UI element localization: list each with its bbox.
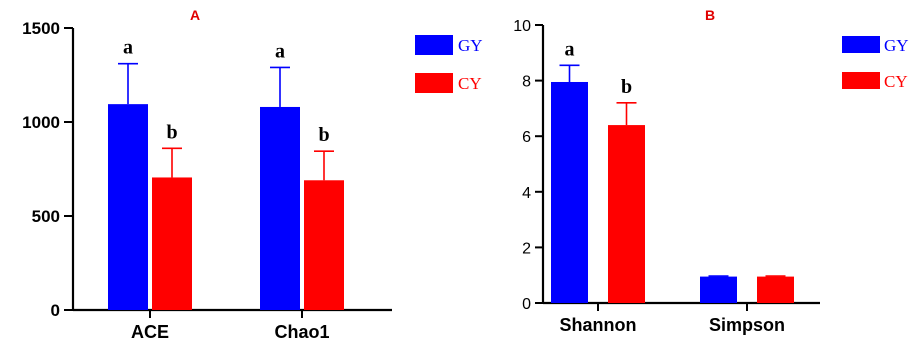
significance-label: a (123, 37, 133, 59)
y-tick-label: 2 (522, 240, 531, 257)
y-tick-label: 10 (513, 18, 531, 35)
x-tick-label: Shannon (560, 315, 637, 335)
bar-cy-simpson (757, 276, 794, 303)
bar-cy-chao1 (304, 180, 344, 310)
y-tick-label: 0 (51, 301, 60, 320)
y-tick-label: 0 (522, 296, 531, 313)
x-tick-label: ACE (131, 322, 169, 342)
legend-b: GY CY (842, 36, 909, 91)
chart-panel-b: B 0 2 4 6 8 10 a b Shannon Simpson GY CY (513, 7, 908, 335)
bar-gy-chao1 (260, 106, 300, 311)
panel-label-a: A (190, 7, 200, 23)
significance-label: b (318, 124, 329, 146)
y-tick-label: 4 (522, 185, 531, 202)
significance-label: b (166, 121, 177, 143)
legend-swatch-gy (415, 35, 453, 55)
legend-swatch-gy (842, 36, 880, 53)
legend-label-cy: CY (458, 74, 482, 93)
x-tick-label: Simpson (709, 315, 785, 335)
significance-label: a (565, 38, 575, 60)
significance-label: a (275, 40, 285, 62)
legend-swatch-cy (415, 73, 453, 93)
y-tick-label: 500 (32, 207, 60, 226)
bar-cy-ace (152, 177, 192, 310)
bar-gy-simpson (700, 276, 737, 303)
bar-gy-shannon (551, 81, 588, 304)
y-tick-label: 8 (522, 74, 531, 91)
x-tick-label: Chao1 (274, 322, 329, 342)
legend-label-cy: CY (884, 72, 908, 91)
bar-cy-shannon (608, 125, 645, 303)
y-tick-label: 1500 (22, 19, 60, 38)
y-tick-label: 1000 (22, 113, 60, 132)
legend-label-gy: GY (458, 36, 483, 55)
legend-a: GY CY (415, 35, 483, 93)
chart-panel-a: A 0 500 1000 1500 a b a b ACE Chao1 GY CY (22, 7, 482, 342)
legend-swatch-cy (842, 72, 880, 89)
panel-label-b: B (705, 7, 715, 23)
significance-label: b (621, 76, 632, 98)
bar-gy-ace (108, 104, 148, 310)
y-tick-label: 6 (522, 129, 531, 146)
legend-label-gy: GY (884, 36, 909, 55)
